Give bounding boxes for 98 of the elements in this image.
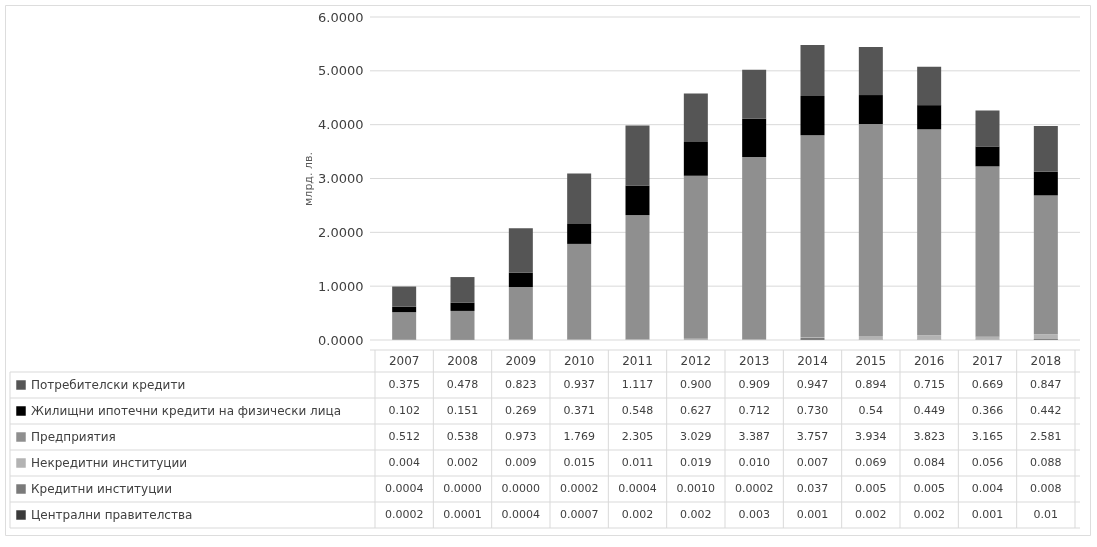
data-label: 0.037 [796,482,829,495]
data-label: 0.0002 [384,508,424,521]
legend-label: Некредитни институции [31,456,188,470]
data-label: 0.669 [971,378,1004,391]
data-label: 0.715 [913,378,945,391]
data-label: 0.0007 [559,508,599,521]
data-label: 0.010 [738,456,770,469]
data-label: 0.375 [388,378,420,391]
data-label: 0.937 [563,378,595,391]
y-tick-label: 2.0000 [318,224,364,240]
data-label: 0.0004 [384,482,424,495]
data-label: 3.029 [680,430,712,443]
data-label: 0.0000 [501,482,541,495]
data-label: 1.117 [621,378,654,391]
x-tick-label: 2014 [797,354,828,368]
x-tick-label: 2012 [680,354,712,368]
data-label: 0.0004 [618,482,657,495]
data-label: 0.102 [388,404,420,417]
data-label: 0.366 [971,404,1004,417]
x-tick-label: 2017 [972,354,1003,368]
y-tick-label: 5.0000 [318,63,364,79]
data-label: 0.069 [855,456,887,469]
data-label: 0.008 [1030,482,1062,495]
data-label: 0.004 [971,482,1004,495]
x-tick-label: 2018 [1030,354,1062,368]
x-tick-label: 2015 [855,354,887,368]
legend-label: Жилищни ипотечни кредити на физически лица [31,404,341,418]
data-label: 0.004 [388,456,420,469]
data-label: 0.712 [738,404,770,417]
x-tick-label: 2013 [738,354,770,368]
x-tick-label: 2010 [563,354,595,368]
data-label: 0.0002 [559,482,599,495]
data-label: 3.387 [738,430,770,443]
data-label: 0.002 [913,508,945,521]
data-label: 0.823 [505,378,537,391]
data-label: 3.934 [855,430,887,443]
data-label: 3.823 [913,430,945,443]
data-label: 0.0004 [501,508,541,521]
data-label: 0.478 [446,378,479,391]
data-label: 0.442 [1030,404,1062,417]
data-label: 0.001 [796,508,829,521]
data-label: 0.005 [855,482,887,495]
legend-label: Кредитни институции [31,482,172,496]
data-label: 0.0002 [734,482,774,495]
data-label: 0.002 [446,456,479,469]
data-label: 0.015 [563,456,595,469]
data-label: 0.54 [858,404,884,417]
y-axis-title: млрд. лв. [302,152,316,206]
data-label: 0.011 [621,456,654,469]
x-tick-label: 2007 [388,354,420,368]
data-label: 0.019 [680,456,712,469]
data-label: 0.847 [1030,378,1062,391]
data-label: 0.084 [913,456,945,469]
data-label: 0.627 [680,404,712,417]
data-label: 0.909 [738,378,770,391]
x-tick-label: 2008 [447,354,478,368]
y-tick-label: 0.0000 [318,332,364,348]
data-label: 0.512 [388,430,420,443]
data-label: 0.0000 [443,482,482,495]
data-label: 0.947 [796,378,829,391]
data-label: 1.769 [563,430,595,443]
data-label: 0.548 [621,404,654,417]
data-label: 2.305 [621,430,654,443]
data-label: 0.056 [971,456,1004,469]
data-label: 0.900 [680,378,712,391]
x-tick-label: 2016 [913,354,945,368]
data-label: 0.730 [796,404,829,417]
legend-label: Предприятия [31,430,116,444]
data-label: 3.757 [796,430,829,443]
legend-label: Потребителски кредити [31,378,186,392]
data-label: 0.0010 [676,482,716,495]
data-label: 0.894 [855,378,887,391]
data-label: 0.009 [505,456,537,469]
data-label: 3.165 [971,430,1004,443]
x-tick-label: 2011 [622,354,653,368]
data-label: 0.005 [913,482,945,495]
data-label: 0.371 [563,404,595,417]
data-label: 0.002 [855,508,887,521]
data-label: 2.581 [1030,430,1062,443]
data-label: 0.007 [796,456,829,469]
data-label: 0.449 [913,404,945,417]
data-label: 0.002 [621,508,654,521]
data-label: 0.002 [680,508,712,521]
data-label: 0.01 [1033,508,1059,521]
y-tick-label: 1.0000 [318,278,364,294]
y-tick-label: 3.0000 [318,171,364,186]
data-label: 0.0001 [443,508,482,521]
y-tick-label: 4.0000 [318,117,364,133]
data-label: 0.269 [505,404,537,417]
data-label: 0.001 [971,508,1004,521]
data-label: 0.003 [738,508,770,521]
data-label: 0.151 [446,404,479,417]
y-tick-label: 6.0000 [318,9,364,25]
legend-label: Централни правителства [31,508,193,522]
x-tick-label: 2009 [505,354,537,368]
data-label: 0.538 [446,430,479,443]
data-label: 0.088 [1030,456,1062,469]
data-label: 0.973 [505,430,537,443]
